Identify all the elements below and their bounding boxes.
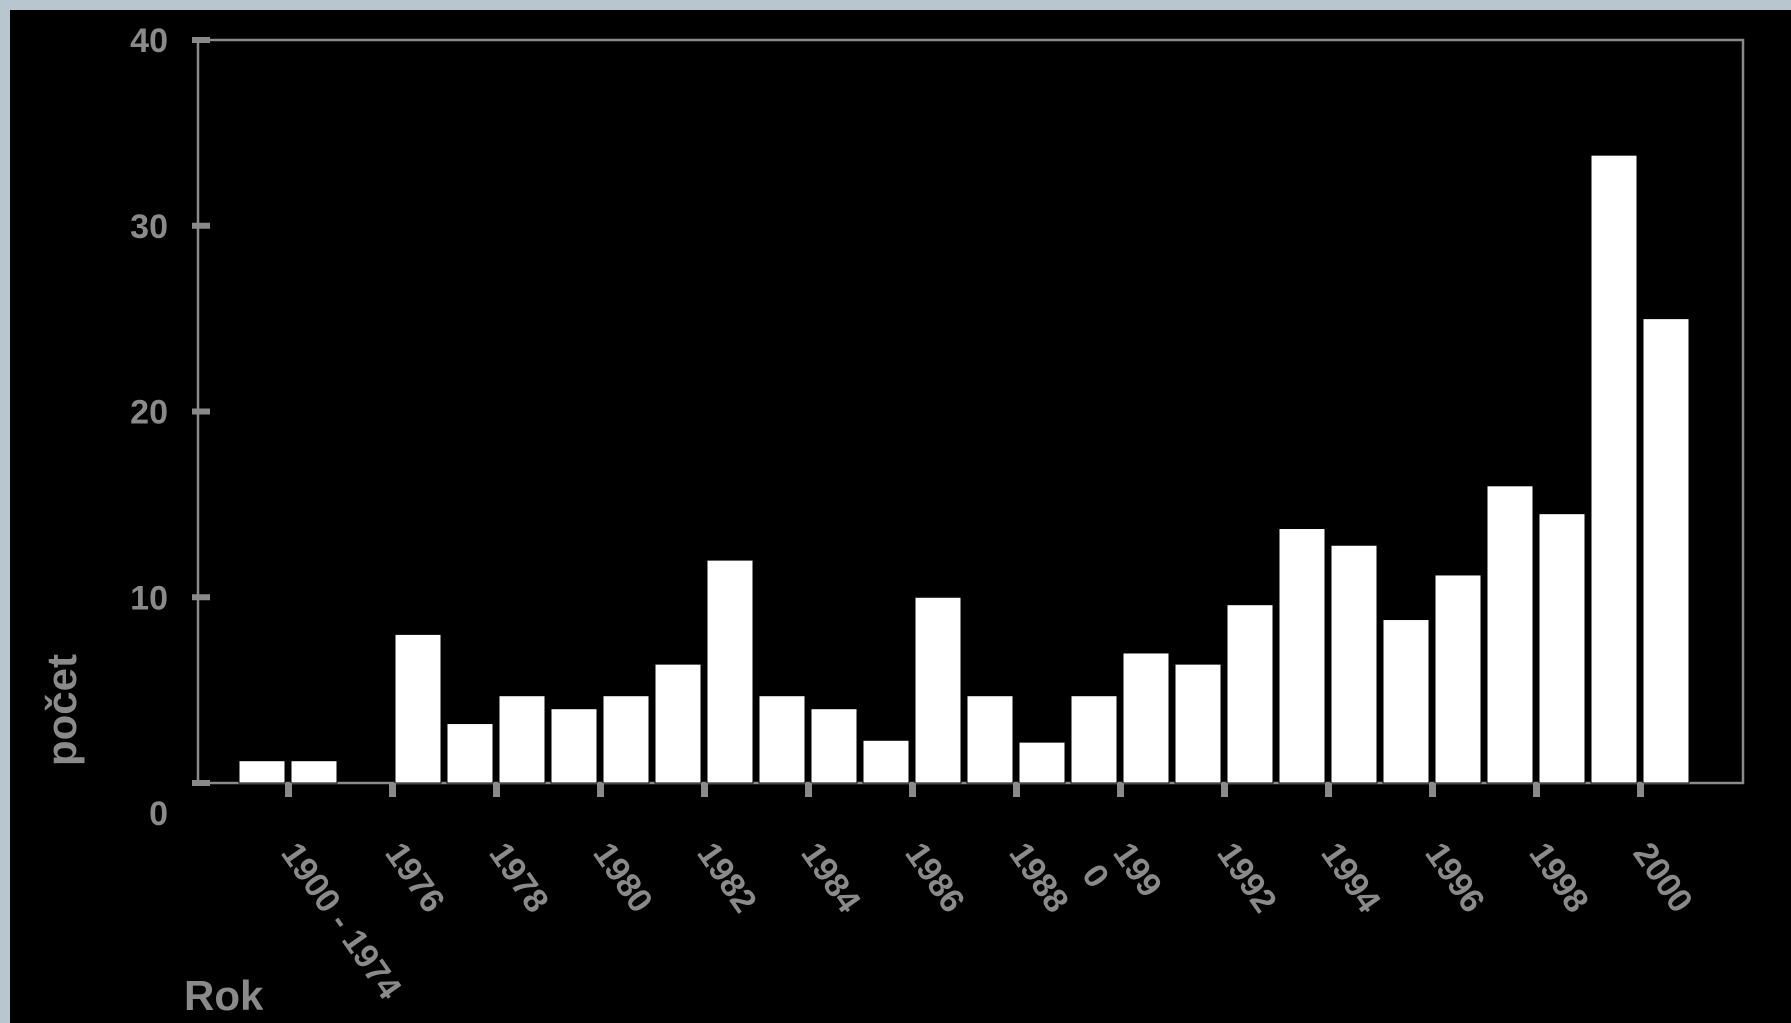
x-tick-label-line: 1994 (1313, 836, 1388, 920)
bar-26 (1538, 513, 1586, 784)
bar-17 (1070, 695, 1118, 784)
bar-28 (1642, 318, 1690, 784)
bar-22 (1330, 544, 1378, 784)
x-tick-label-line: 2000 (1625, 836, 1700, 920)
x-tick-label-8: 1988 (1001, 836, 1076, 920)
bar-10 (706, 559, 754, 784)
y-tick-label-30: 30 (130, 208, 168, 246)
x-tick-label-line: 1982 (689, 836, 764, 920)
x-tick-label-line: 1978 (481, 836, 556, 920)
y-tick-mark-40 (192, 37, 210, 43)
x-tick-mark-5 (701, 783, 708, 797)
x-tick-label-6: 1984 (793, 836, 868, 920)
x-tick-mark-12 (1429, 783, 1436, 797)
bar-9 (654, 663, 702, 784)
bar-4 (394, 633, 442, 784)
x-tick-label-12: 1996 (1417, 836, 1492, 920)
x-tick-label-line: 1998 (1521, 836, 1596, 920)
x-tick-mark-8 (1013, 783, 1020, 797)
bar-14 (914, 596, 962, 784)
y-tick-label-10: 10 (130, 579, 168, 617)
y-axis-title: počet (38, 654, 85, 766)
x-tick-label-10: 1992 (1209, 836, 1284, 920)
x-tick-label-line: 1996 (1417, 836, 1492, 920)
bar-1 (238, 760, 286, 784)
y-tick-mark-30 (192, 222, 210, 229)
slide-background: 0 10 20 30 40 1900 - 1974 1976 1978 1980 1982 198… (10, 10, 1791, 1023)
x-tick-label-line: 1984 (793, 836, 868, 920)
x-tick-label-11: 1994 (1313, 836, 1388, 920)
x-tick-mark-11 (1325, 783, 1332, 797)
x-tick-label-7: 1986 (897, 836, 972, 920)
x-tick-label-14: 2000 (1625, 836, 1700, 920)
x-tick-label-4: 1980 (585, 836, 660, 920)
y-tick-label-20: 20 (130, 394, 168, 432)
x-tick-label-line: 1976 (377, 836, 452, 920)
y-tick-mark-0 (192, 780, 210, 786)
x-tick-label-13: 1998 (1521, 836, 1596, 920)
x-tick-mark-6 (805, 783, 812, 797)
x-tick-mark-1 (285, 783, 292, 797)
bar-5 (446, 723, 494, 784)
bar-20 (1226, 604, 1274, 784)
y-tick-label-0: 0 (149, 795, 168, 833)
bar-12 (810, 708, 858, 784)
y-tick-mark-10 (192, 594, 210, 601)
y-tick-mark-20 (192, 408, 210, 415)
bar-24 (1434, 574, 1482, 784)
bar-8 (602, 695, 650, 784)
bar-21 (1278, 528, 1326, 784)
x-tick-mark-13 (1533, 783, 1540, 797)
bar-23 (1382, 619, 1430, 784)
bar-6 (498, 695, 546, 784)
x-tick-label-line: 1980 (585, 836, 660, 920)
x-axis-title: Rok (184, 972, 264, 1019)
bar-2 (290, 760, 338, 784)
bar-13 (862, 739, 910, 784)
bar-27 (1590, 154, 1638, 784)
x-tick-mark-10 (1221, 783, 1228, 797)
y-tick-label-40: 40 (130, 22, 168, 60)
x-tick-mark-2 (389, 783, 396, 797)
x-tick-mark-4 (597, 783, 604, 797)
x-tick-mark-14 (1637, 783, 1644, 797)
bar-16 (1018, 741, 1066, 784)
x-tick-mark-3 (493, 783, 500, 797)
bar-19 (1174, 663, 1222, 784)
x-tick-label-2: 1976 (377, 836, 452, 920)
x-tick-mark-7 (909, 783, 916, 797)
bar-18 (1122, 652, 1170, 784)
x-tick-label-5: 1982 (689, 836, 764, 920)
bar-7 (550, 708, 598, 784)
bar-11 (758, 695, 806, 784)
bar-25 (1486, 485, 1534, 784)
x-tick-label-line: 1988 (1001, 836, 1076, 920)
x-tick-mark-9 (1117, 783, 1124, 797)
x-tick-label-3: 1978 (481, 836, 556, 920)
bar-15 (966, 695, 1014, 784)
x-tick-label-line: 1992 (1209, 836, 1284, 920)
x-tick-label-line: 0 (1074, 858, 1116, 895)
x-tick-label-line: 1986 (897, 836, 972, 920)
